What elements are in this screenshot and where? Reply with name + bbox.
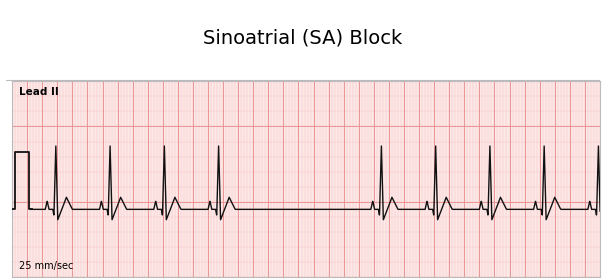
Text: Sinoatrial (SA) Block: Sinoatrial (SA) Block bbox=[204, 28, 402, 47]
Text: 25 mm/sec: 25 mm/sec bbox=[19, 261, 73, 271]
Text: Lead II: Lead II bbox=[19, 87, 59, 97]
